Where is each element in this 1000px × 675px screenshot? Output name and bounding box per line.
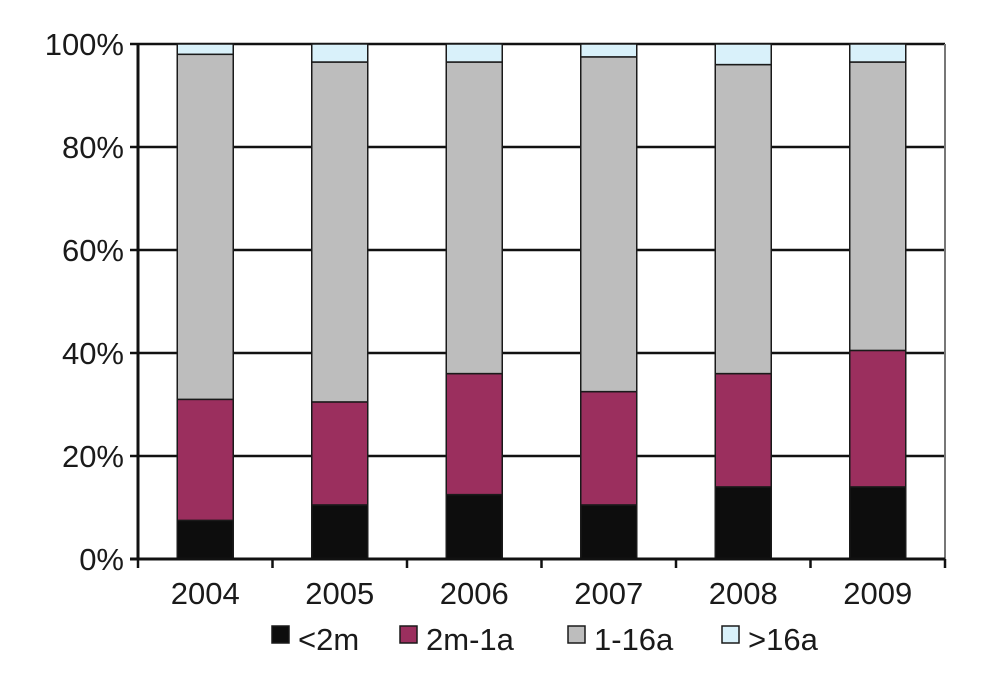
legend-swatch — [721, 625, 740, 644]
bar-segment — [580, 56, 638, 393]
legend-swatch — [567, 625, 586, 644]
bar-segment — [714, 486, 772, 560]
bar-segment — [714, 43, 772, 66]
bar-segment — [849, 486, 907, 560]
legend-label: >16a — [748, 622, 819, 657]
bar-segment — [714, 63, 772, 375]
y-tick-label: 0% — [79, 542, 124, 577]
bar-segment — [714, 372, 772, 488]
bar-segment — [849, 43, 907, 63]
bar-segment — [445, 61, 503, 375]
bar-segment — [176, 519, 234, 560]
legend-label: 1-16a — [594, 622, 674, 657]
legend-swatch — [399, 625, 418, 644]
y-tick-label: 20% — [62, 439, 124, 474]
bar-segment — [176, 43, 234, 56]
legend-swatch — [271, 625, 290, 644]
bar-segment — [311, 43, 369, 63]
legend: <2m 2m-1a 1-16a >16a — [271, 622, 819, 657]
bar-segment — [849, 349, 907, 488]
legend-label: <2m — [298, 622, 359, 657]
x-tick-label: 2006 — [440, 576, 509, 611]
bar-segment — [580, 504, 638, 560]
x-tick-label: 2008 — [709, 576, 778, 611]
legend-label: 2m-1a — [426, 622, 515, 657]
x-tick-label: 2007 — [574, 576, 643, 611]
bar-segment — [580, 43, 638, 58]
bar-segment — [311, 61, 369, 403]
x-tick-label: 2004 — [171, 576, 240, 611]
bar-segment — [445, 493, 503, 560]
bar-segment — [580, 390, 638, 506]
bar-segment — [445, 43, 503, 63]
y-tick-label: 100% — [45, 27, 124, 62]
y-tick-label: 40% — [62, 336, 124, 371]
bar-segment — [311, 401, 369, 506]
bar-segment — [849, 61, 907, 352]
bar-segment — [176, 53, 234, 401]
bar-segment — [311, 504, 369, 560]
x-tick-label: 2005 — [305, 576, 374, 611]
bars — [176, 43, 907, 560]
y-tick-label: 60% — [62, 233, 124, 268]
x-tick-label: 2009 — [843, 576, 912, 611]
gridlines — [138, 42, 945, 561]
y-tick-label: 80% — [62, 130, 124, 165]
bar-segment — [445, 372, 503, 496]
axes: 0% 20% 40% 60% 80% 100% 2004 2005 2006 2007 2008 20… — [45, 27, 947, 611]
bar-segment — [176, 398, 234, 522]
